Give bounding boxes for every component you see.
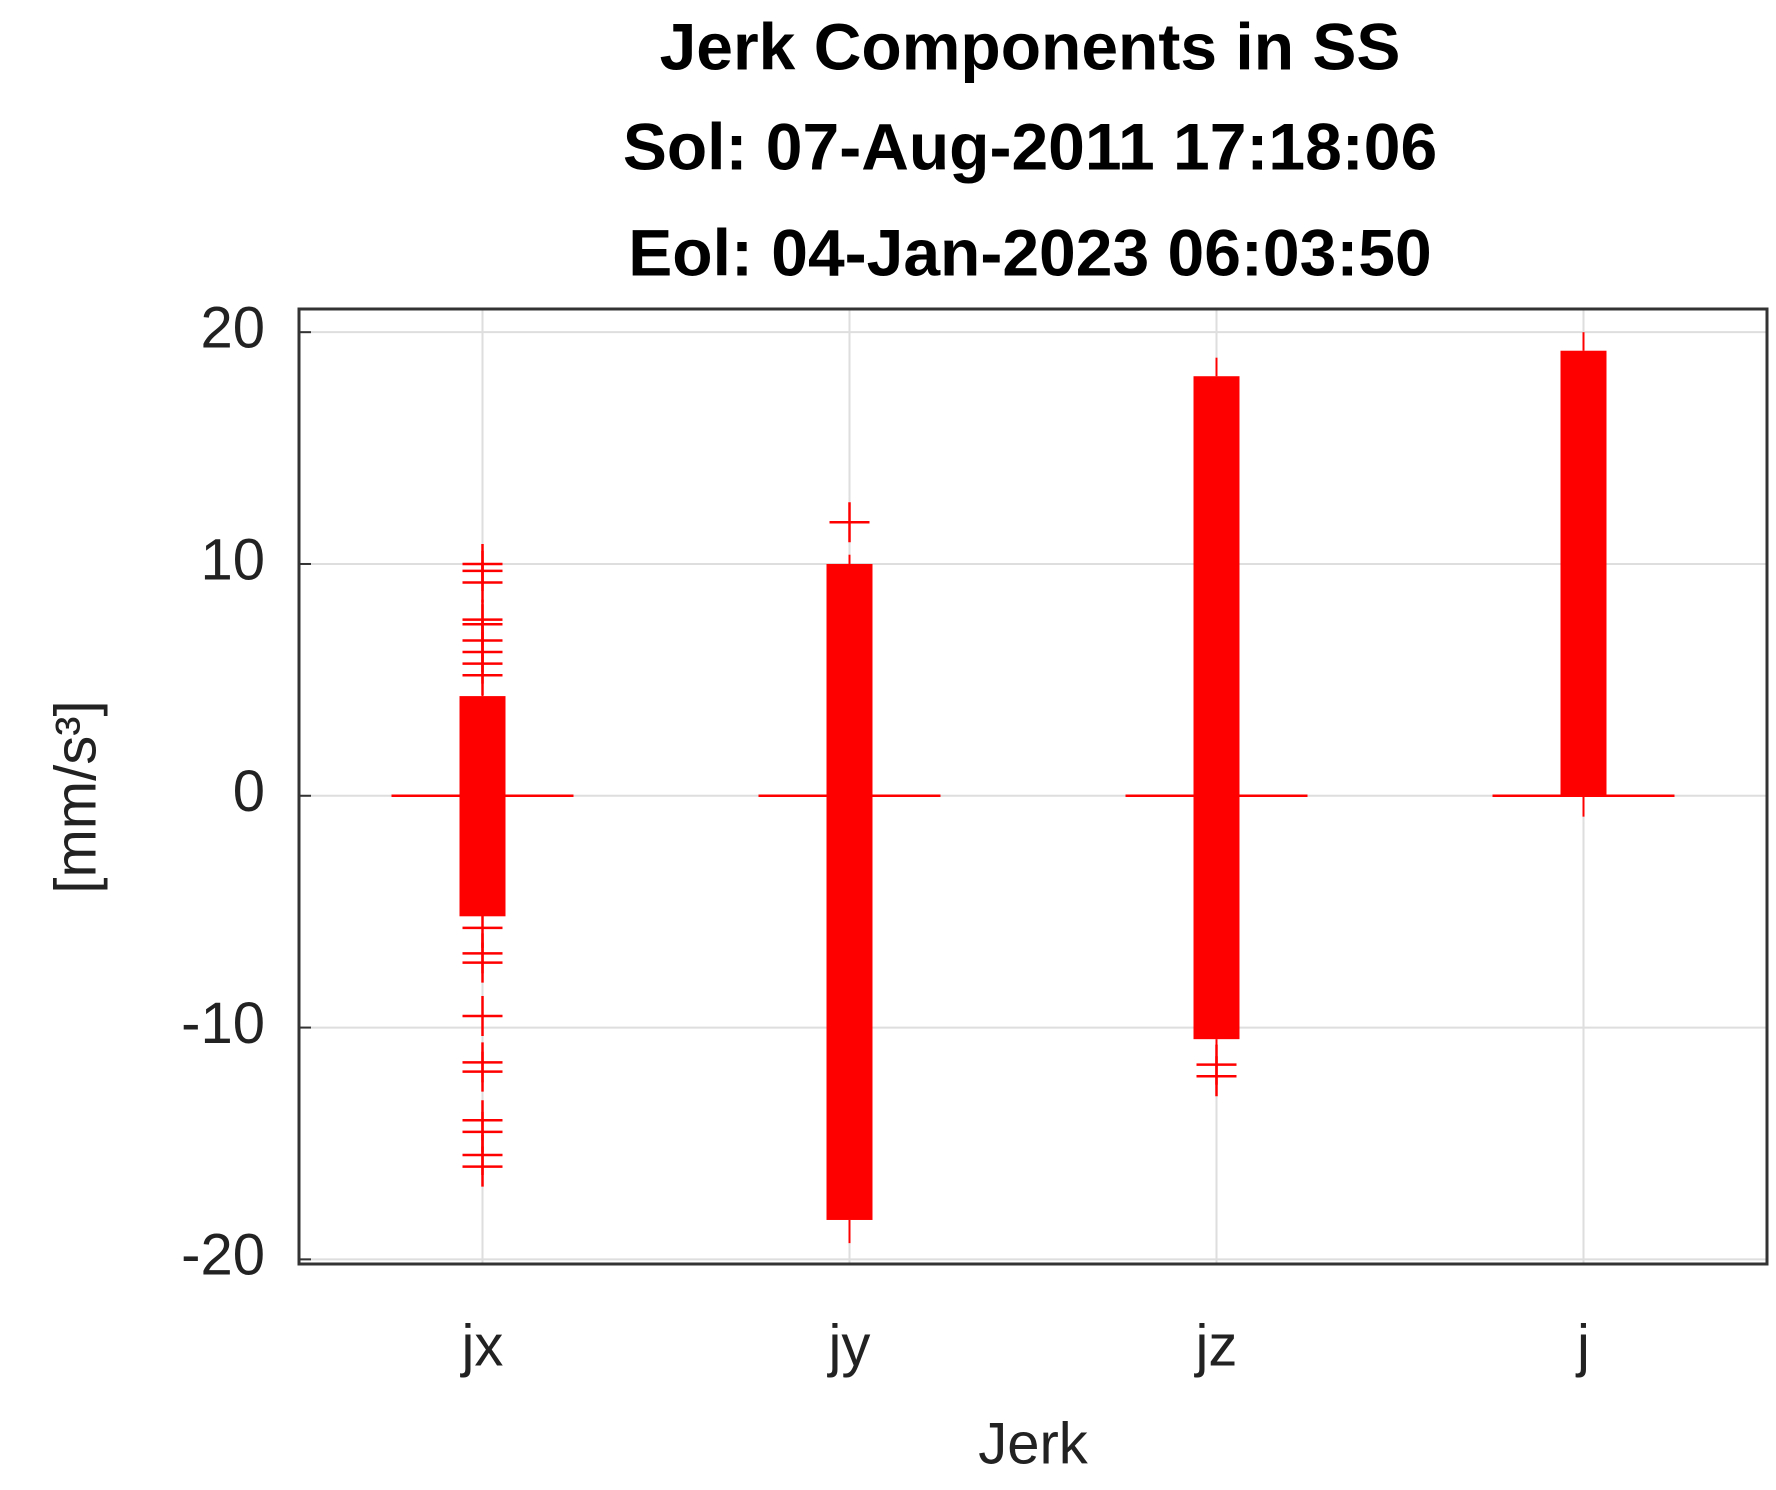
plot-frame <box>297 307 1769 1266</box>
chart-title: Eol: 04-Jan-2023 06:03:50 <box>628 215 1431 289</box>
y-tick-label: 0 <box>233 759 265 824</box>
x-tick-label: j <box>1575 1313 1590 1378</box>
outlier <box>462 1051 503 1092</box>
chart-title: Jerk Components in SS <box>660 9 1401 83</box>
x-axis-label: Jerk <box>978 1411 1089 1476</box>
x-tick-label: jy <box>827 1313 871 1378</box>
outlier <box>462 995 503 1036</box>
box <box>826 563 873 1220</box>
y-tick-label: -20 <box>181 1223 265 1288</box>
outlier <box>829 502 870 543</box>
outlier <box>462 942 503 983</box>
y-tick-label: 10 <box>200 527 265 592</box>
box <box>459 696 506 917</box>
y-tick-label: 20 <box>200 296 265 361</box>
chart-title: Sol: 07-Aug-2011 17:18:06 <box>623 109 1437 183</box>
box <box>1560 350 1607 796</box>
x-tick-label: jx <box>460 1313 504 1378</box>
x-tick-label: jz <box>1194 1313 1238 1378</box>
outlier <box>462 655 503 696</box>
y-axis-label: [mm/s³] <box>43 700 108 893</box>
box <box>1193 376 1240 1040</box>
outlier <box>462 562 503 603</box>
y-tick-label: -10 <box>181 991 265 1056</box>
outlier <box>1196 1056 1237 1097</box>
outlier <box>462 1146 503 1187</box>
